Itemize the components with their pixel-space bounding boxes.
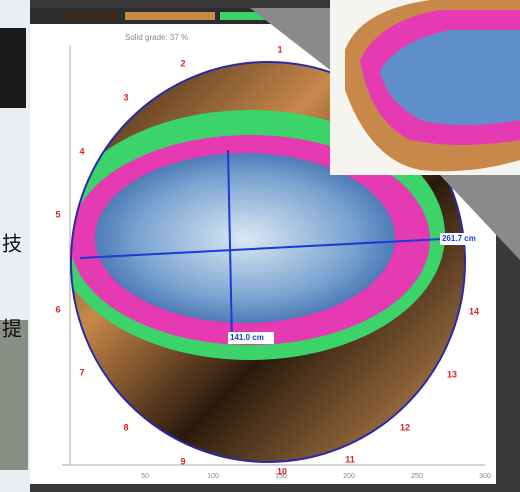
point-label: 8	[123, 422, 128, 432]
x-tick-label: 50	[141, 473, 149, 480]
point-label: 14	[469, 306, 479, 316]
color-swatch	[60, 12, 120, 20]
figure-header: Solid grade: 37 %	[125, 33, 188, 42]
slide-photo	[0, 320, 28, 470]
label-box	[440, 233, 490, 245]
slide-text: 技	[2, 232, 22, 255]
slide-text: 提	[2, 317, 22, 340]
point-label: 2	[180, 58, 185, 68]
width-line	[79, 237, 463, 259]
point-label: 11	[345, 454, 355, 464]
inset-blue	[380, 30, 520, 125]
point-label: 4	[79, 146, 84, 156]
x-tick-label: 150	[275, 473, 287, 480]
point-label: 1	[277, 44, 282, 54]
slide-block	[0, 28, 26, 108]
point-label: 10	[277, 466, 287, 476]
ore-map	[71, 62, 465, 462]
color-swatch	[125, 12, 215, 20]
point-label: 5	[55, 209, 60, 219]
blue-core	[95, 153, 395, 323]
point-label: 6	[55, 304, 60, 314]
x-tick-label: 100	[207, 473, 219, 480]
point-label: 12	[400, 422, 410, 432]
color-swatch	[220, 12, 280, 20]
measurement: 141.0 cm	[230, 333, 264, 342]
point-label: 7	[79, 367, 84, 377]
point-label: 9	[180, 456, 185, 466]
x-tick-label: 200	[343, 473, 355, 480]
point-label: 3	[123, 92, 128, 102]
inset-shadow	[250, 8, 330, 70]
height-line	[227, 149, 233, 343]
inset-shadow	[440, 175, 520, 260]
label-box	[228, 332, 274, 344]
measurement: 261.7 cm	[442, 234, 476, 243]
x-tick-label: 300	[479, 473, 491, 480]
outline	[70, 61, 466, 463]
x-tick-label: 250	[411, 473, 423, 480]
x-ticks: 50 100 150 200 250 300	[141, 473, 491, 480]
point-label: 13	[447, 369, 457, 379]
